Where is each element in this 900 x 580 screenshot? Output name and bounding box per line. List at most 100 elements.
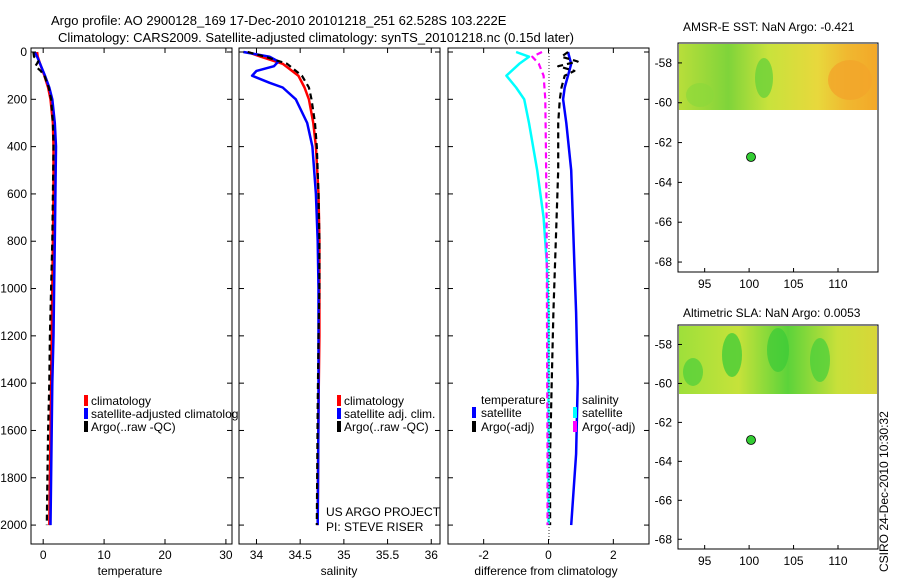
altimetric_sla-lon-label: 100: [739, 554, 759, 568]
depth-tick-label: 1200: [0, 329, 27, 343]
legend-swatch-argo: [84, 421, 88, 432]
altimetric_sla-lon-label: 105: [784, 554, 804, 568]
legend-swatch-temp-argo: [472, 421, 476, 432]
legend-label-climatology: climatology: [91, 394, 151, 408]
salinity-xtick-label: 34: [250, 548, 264, 562]
difference-series-salinity-argo-adj-: [531, 51, 549, 526]
sst-map-title: AMSR-E SST: NaN Argo: -0.421: [683, 20, 855, 34]
legend-label-climatology: climatology: [344, 394, 404, 408]
temperature-xtick-label: 0: [40, 548, 47, 562]
legend-label-temp-satellite: satellite: [481, 406, 522, 420]
amsre_sst-lat-label: -68: [655, 255, 673, 269]
legend-swatch-temp-satellite: [472, 407, 476, 418]
amsre_sst-lon-label: 110: [828, 277, 847, 291]
temperature-xtick-label: 20: [158, 548, 172, 562]
salinity-axis-label: salinity: [321, 564, 358, 578]
difference-xtick-label: 2: [610, 548, 617, 562]
temperature-series-layer: [32, 51, 58, 526]
difference-series-temperature-argo-adj-: [548, 51, 579, 526]
amsre_sst-lon-label: 105: [784, 277, 804, 291]
amsre_sst-lon-label: 95: [698, 277, 712, 291]
altimetric_sla-lat-label: -60: [655, 376, 673, 390]
salinity-xtick-label: 35.5: [376, 548, 400, 562]
salinity-panel-frame: [238, 47, 441, 545]
sst-map: [677, 42, 879, 273]
amsre_sst-lat-label: -58: [655, 56, 673, 70]
project-pi: PI: STEVE RISER: [326, 520, 424, 534]
sla-map-title: Altimetric SLA: NaN Argo: 0.0053: [683, 306, 861, 320]
altimetric_sla-lon-label: 95: [698, 554, 712, 568]
legend-swatch-sal-argo: [573, 421, 577, 432]
amsre_sst-lat-label: -66: [655, 215, 673, 229]
difference-xtick-label: 0: [545, 548, 552, 562]
legend-swatch-satellite: [337, 408, 341, 419]
sla-green-patch: [683, 358, 703, 386]
depth-tick-label: 0: [20, 45, 27, 59]
difference-xtick-label: -2: [478, 548, 489, 562]
difference-series-layer: [505, 50, 579, 526]
legend-swatch-argo: [337, 421, 341, 432]
sla-map-frame: [677, 324, 879, 550]
sla-green-patch: [767, 328, 789, 372]
salinity-legend: climatology satellite adj. clim. Argo(..…: [337, 394, 435, 434]
depth-tick-label: 2000: [0, 518, 27, 532]
sst-orange-patch: [828, 60, 872, 100]
altimetric_sla-lat-label: -58: [655, 337, 673, 351]
legend-label-argo: Argo(..raw -QC): [91, 420, 176, 434]
sla-float-marker: [746, 435, 756, 445]
difference-legend: temperature satellite Argo(-adj) salinit…: [472, 393, 635, 434]
figure-title-line-2: Climatology: CARS2009. Satellite-adjuste…: [58, 30, 574, 45]
sst-float-marker: [746, 152, 756, 162]
temperature-axis-label: temperature: [98, 564, 163, 578]
salinity-series-argo-raw-qc-: [247, 50, 321, 526]
salinity-series-satellite-adj-clim-: [243, 50, 320, 526]
map-axes-layer: 95 100 105 110 -58 -60 -62 -64 -66 -68 95 100 105 110…: [655, 56, 848, 568]
difference-series-salinity-satellite: [505, 50, 550, 526]
legend-label-satellite: satellite-adjusted climatolog: [91, 407, 238, 421]
depth-tick-label: 200: [7, 92, 27, 106]
sst-green-patch: [755, 58, 773, 98]
temperature-legend: climatology satellite-adjusted climatolo…: [84, 394, 238, 434]
depth-tick-label: 400: [7, 140, 27, 154]
altimetric_sla-lon-label: 110: [828, 554, 847, 568]
temperature-xtick-label: 10: [97, 548, 111, 562]
altimetric_sla-lat-label: -66: [655, 493, 673, 507]
legend-label-temp-argo: Argo(-adj): [481, 420, 534, 434]
sst-map-frame: [677, 42, 879, 273]
sla-green-patch: [810, 338, 830, 382]
salinity-series-climatology: [247, 50, 321, 526]
amsre_sst-lat-label: -64: [655, 175, 673, 189]
salinity-xtick-label: 35: [337, 548, 351, 562]
legend-label-argo: Argo(..raw -QC): [344, 420, 429, 434]
temperature-xtick-label: 30: [219, 548, 233, 562]
altimetric_sla-lat-label: -64: [655, 454, 673, 468]
legend-title-salinity: salinity: [582, 393, 619, 407]
salinity-xtick-label: 36: [425, 548, 439, 562]
amsre_sst-lat-label: -62: [655, 136, 673, 150]
amsre_sst-lat-label: -60: [655, 96, 673, 110]
temperature-series-argo-raw-qc-: [32, 51, 55, 526]
legend-title-temperature: temperature: [481, 393, 546, 407]
legend-swatch-climatology: [337, 395, 341, 406]
amsre_sst-lon-label: 100: [739, 277, 759, 291]
axes-layer: 0 10 20 30020040060080010001200140016001800…: [0, 45, 649, 562]
legend-swatch-sal-satellite: [573, 407, 577, 418]
sla-green-patch: [722, 333, 742, 377]
difference-axis-label: difference from climatology: [474, 564, 617, 578]
difference-series-temperature-satellite: [561, 51, 579, 526]
altimetric_sla-lat-label: -68: [655, 532, 673, 546]
project-name: US ARGO PROJECT: [326, 505, 441, 519]
depth-tick-label: 1400: [0, 376, 27, 390]
legend-swatch-satellite: [84, 408, 88, 419]
depth-tick-label: 600: [7, 187, 27, 201]
figure-title-line-1: Argo profile: AO 2900128_169 17-Dec-2010…: [51, 13, 507, 28]
sla-map: [677, 324, 879, 550]
sst-green-patch: [686, 83, 714, 107]
temperature-panel-frame: [30, 47, 233, 545]
legend-label-sal-satellite: satellite: [582, 406, 623, 420]
depth-tick-label: 1600: [0, 423, 27, 437]
salinity-xtick-label: 34.5: [288, 548, 312, 562]
depth-tick-label: 1000: [0, 282, 27, 296]
legend-swatch-climatology: [84, 395, 88, 406]
